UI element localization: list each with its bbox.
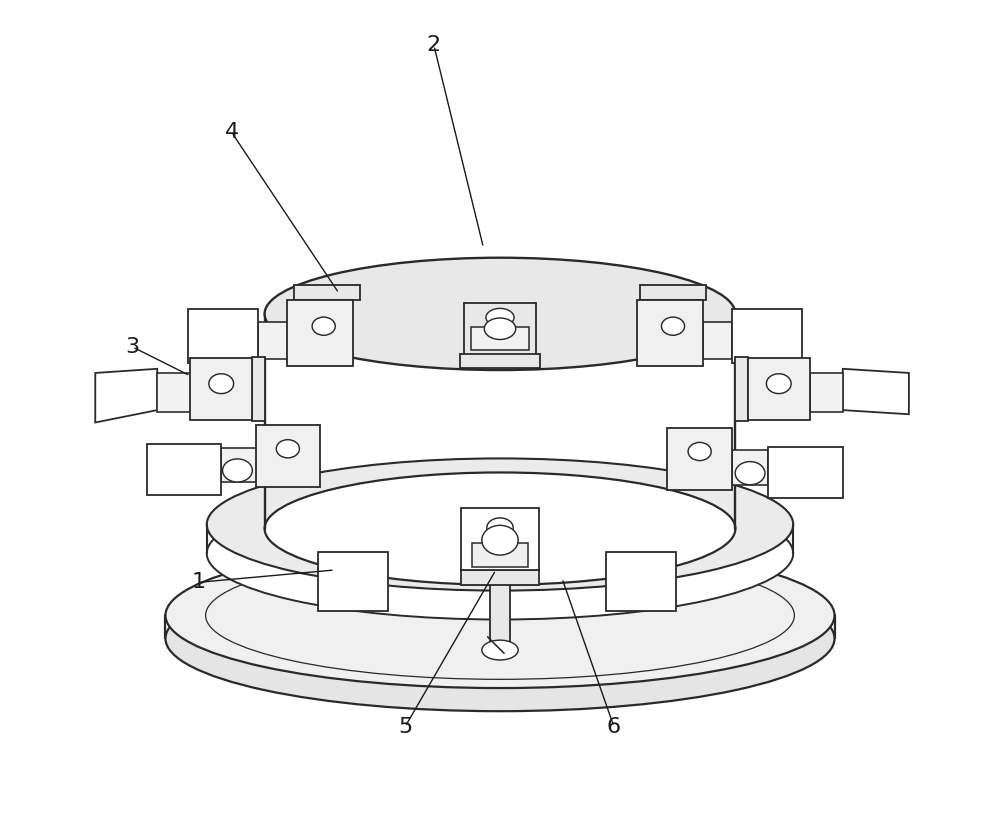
Ellipse shape bbox=[766, 373, 791, 393]
Ellipse shape bbox=[735, 462, 765, 485]
Bar bbox=[190, 358, 252, 420]
Ellipse shape bbox=[486, 308, 514, 326]
Bar bbox=[461, 508, 539, 570]
Bar bbox=[735, 357, 748, 421]
Bar bbox=[703, 322, 732, 359]
Ellipse shape bbox=[276, 439, 299, 458]
Bar bbox=[490, 582, 510, 647]
Bar bbox=[471, 327, 529, 350]
Ellipse shape bbox=[482, 525, 518, 555]
Ellipse shape bbox=[661, 317, 685, 335]
Ellipse shape bbox=[207, 487, 793, 620]
Text: 1: 1 bbox=[191, 572, 206, 592]
Bar bbox=[768, 447, 843, 498]
Text: 6: 6 bbox=[607, 717, 621, 737]
Ellipse shape bbox=[165, 566, 835, 711]
Bar bbox=[252, 357, 265, 421]
Ellipse shape bbox=[484, 318, 516, 339]
Ellipse shape bbox=[223, 459, 252, 482]
Bar bbox=[287, 300, 353, 366]
Ellipse shape bbox=[165, 543, 835, 688]
Bar bbox=[637, 300, 703, 366]
Bar bbox=[732, 450, 768, 485]
Bar bbox=[318, 552, 388, 611]
Ellipse shape bbox=[312, 317, 335, 335]
Ellipse shape bbox=[209, 373, 234, 393]
Bar bbox=[460, 354, 540, 368]
Ellipse shape bbox=[265, 472, 735, 585]
Bar bbox=[188, 309, 258, 363]
Bar bbox=[461, 570, 539, 585]
Text: 4: 4 bbox=[224, 122, 239, 142]
Bar bbox=[147, 444, 221, 496]
Ellipse shape bbox=[207, 458, 793, 591]
Ellipse shape bbox=[265, 258, 735, 370]
Ellipse shape bbox=[482, 640, 518, 660]
Text: 5: 5 bbox=[398, 717, 412, 737]
Polygon shape bbox=[843, 368, 909, 414]
Bar bbox=[256, 425, 320, 487]
Text: 3: 3 bbox=[125, 337, 139, 357]
Bar bbox=[606, 552, 676, 611]
Polygon shape bbox=[95, 368, 157, 422]
Bar bbox=[221, 448, 257, 482]
Ellipse shape bbox=[688, 443, 711, 461]
Bar bbox=[667, 428, 732, 490]
Bar bbox=[157, 373, 192, 412]
Bar bbox=[810, 373, 843, 412]
Bar bbox=[258, 322, 290, 359]
Text: 2: 2 bbox=[427, 36, 441, 55]
Bar bbox=[732, 309, 802, 363]
Bar bbox=[472, 544, 528, 567]
Bar bbox=[640, 285, 706, 300]
Bar bbox=[748, 358, 810, 420]
Ellipse shape bbox=[487, 518, 513, 538]
Bar bbox=[294, 285, 360, 300]
